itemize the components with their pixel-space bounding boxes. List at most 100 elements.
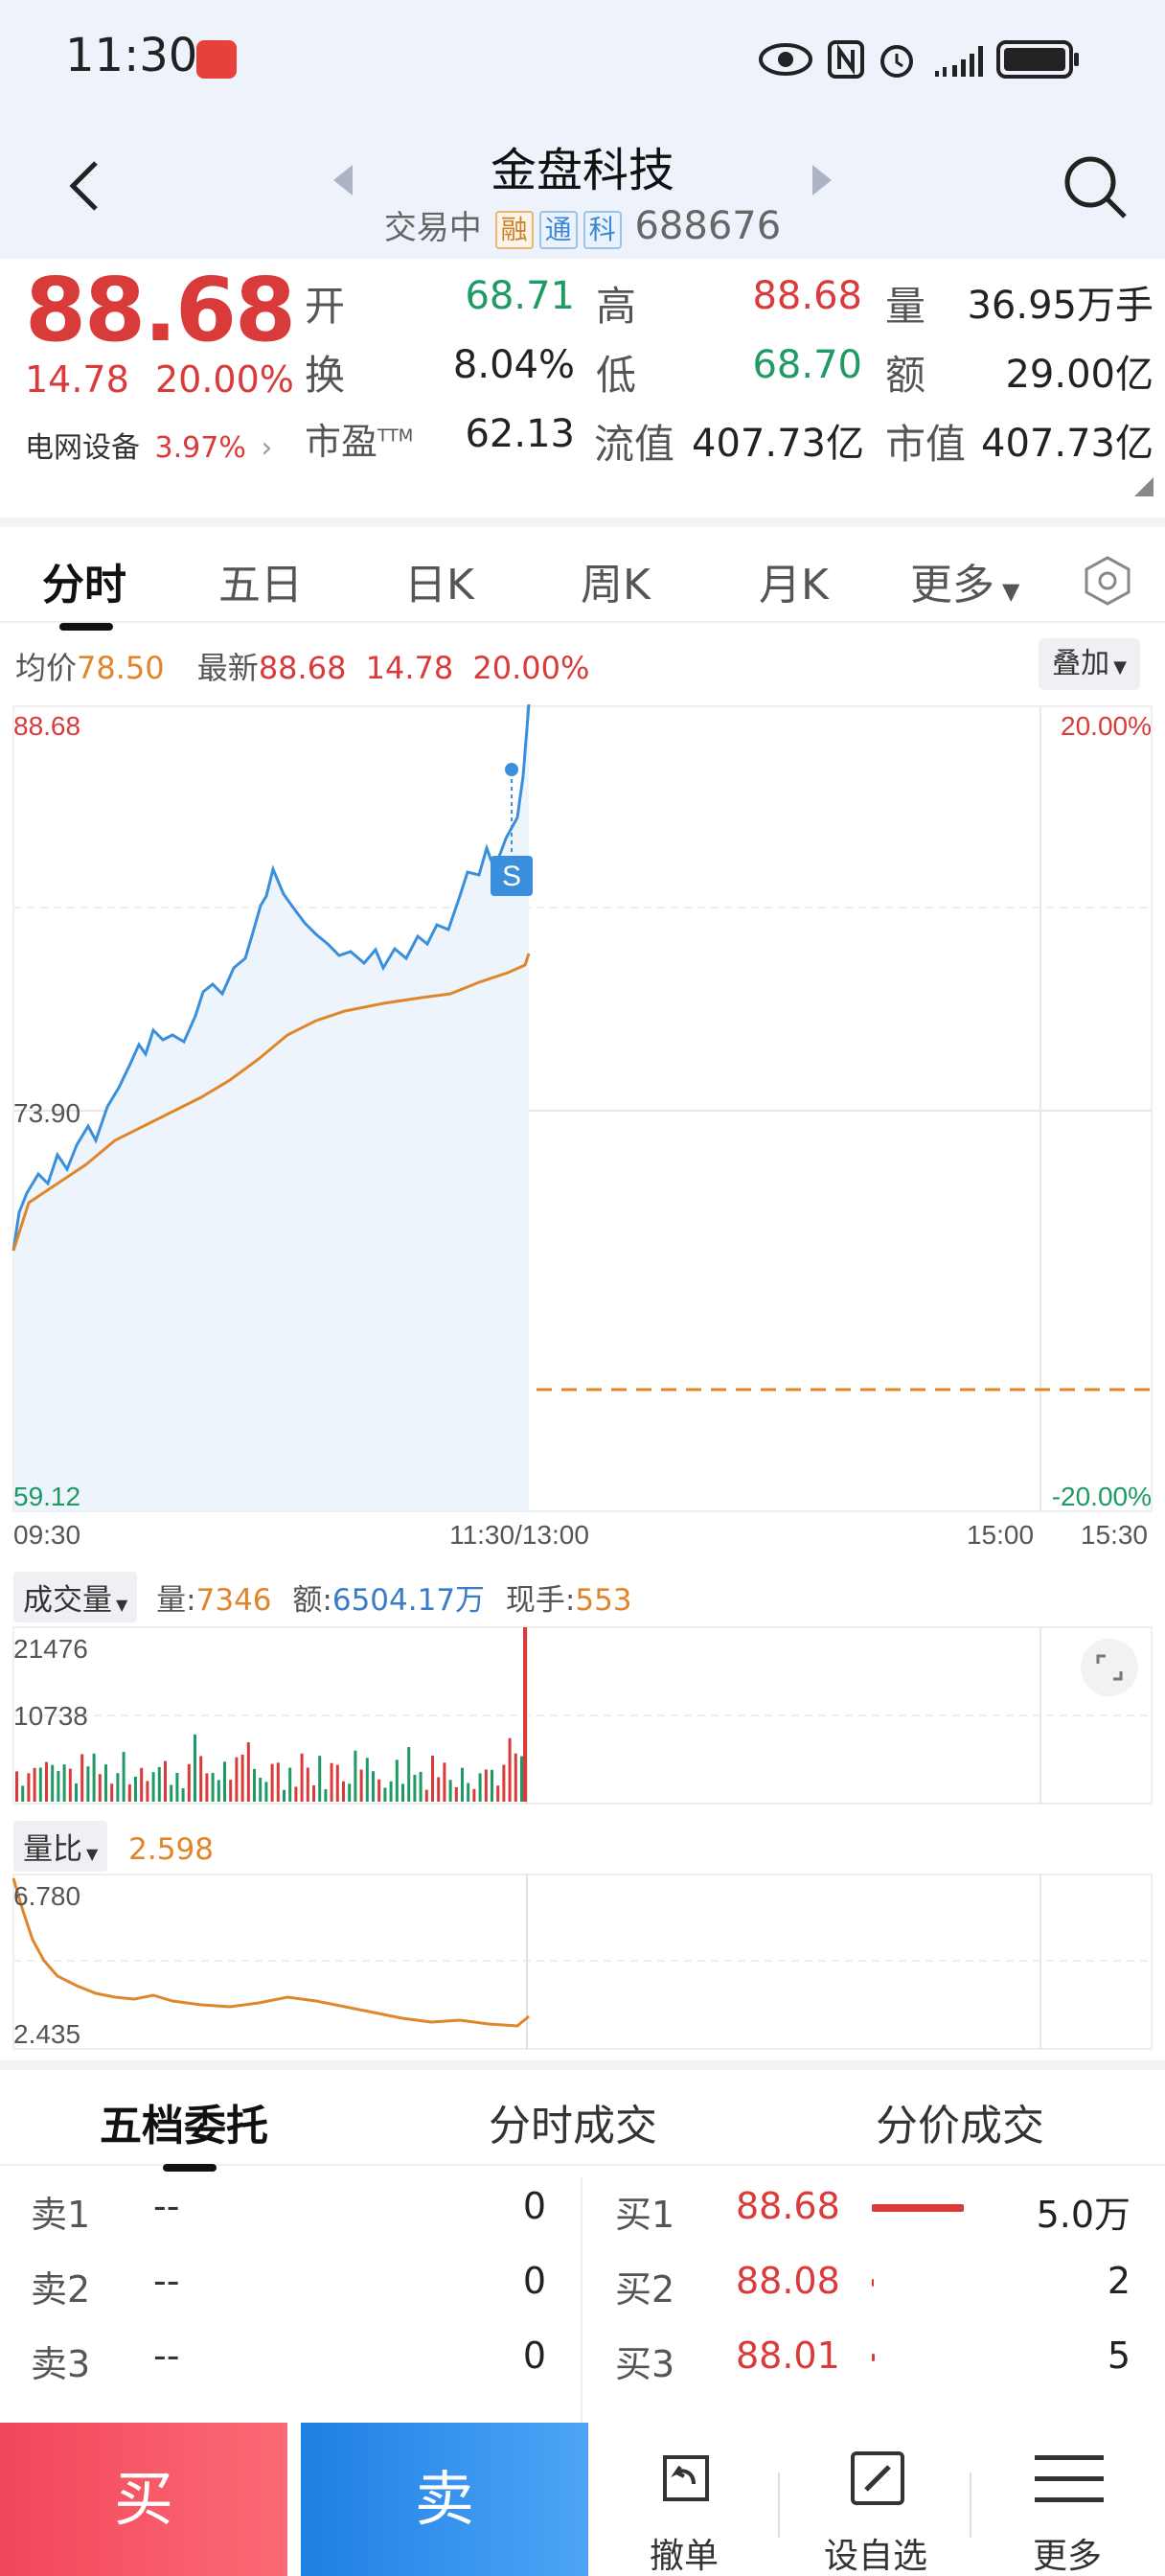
- volume-bar: [372, 1771, 375, 1802]
- volume-bar: [15, 1771, 18, 1802]
- pe-label: 市盈TTM: [305, 421, 414, 463]
- volume-bar: [294, 1786, 298, 1802]
- volume-bar: [157, 1766, 161, 1802]
- volume-bar: [443, 1762, 446, 1802]
- y-mid-label: 73.90: [13, 1098, 80, 1128]
- tab-tick-trades[interactable]: 分时成交: [489, 2102, 657, 2150]
- buy-1-qty: 5.0万: [1036, 2194, 1131, 2236]
- orderbook-divider: [581, 2177, 582, 2426]
- buy-button[interactable]: 买: [0, 2423, 287, 2576]
- buy-2-price: 88.08: [736, 2260, 840, 2302]
- tab-weekly-k[interactable]: 周K: [581, 561, 651, 610]
- volume-bar: [68, 1768, 72, 1802]
- price-area: [13, 704, 529, 1511]
- prev-stock-icon[interactable]: [331, 163, 354, 197]
- volume-bar: [330, 1762, 333, 1802]
- overlay-button[interactable]: 叠加 ▼: [1039, 638, 1140, 690]
- settings-hexagon-icon[interactable]: [1081, 554, 1134, 608]
- volume-chart[interactable]: 21476 10738: [0, 1625, 1165, 1807]
- volume-bar: [175, 1772, 179, 1802]
- volume-bar: [413, 1774, 417, 1802]
- turnover-label: 换: [305, 352, 346, 399]
- margin-tag: 融: [494, 211, 534, 249]
- sector-pct: 3.97%: [154, 431, 246, 465]
- ratio-y-top: 6.780: [13, 1881, 80, 1911]
- next-stock-icon[interactable]: [811, 163, 834, 197]
- status-time: 11:30: [65, 29, 198, 82]
- eye-icon: [759, 43, 812, 76]
- battery-icon: [996, 40, 1079, 79]
- back-arrow-icon[interactable]: [57, 157, 115, 215]
- connect-tag: 通: [538, 211, 578, 249]
- intraday-info: 均价78.50 最新88.68 14.78 20.00%: [15, 650, 590, 686]
- volume-bar: [324, 1789, 328, 1802]
- x-label-after-hours: 15:30: [1081, 1520, 1148, 1550]
- buy-2-qty: 2: [1107, 2260, 1131, 2302]
- bottom-separator: [778, 2472, 780, 2538]
- sector-link[interactable]: 电网设备 3.97% ›: [25, 424, 272, 466]
- tab-monthly-k[interactable]: 月K: [759, 561, 829, 610]
- volume-bar: [407, 1747, 411, 1802]
- volume-value: 36.95万手: [967, 284, 1154, 328]
- cancel-order-button[interactable]: 撤单: [588, 2423, 780, 2576]
- sell-button[interactable]: 卖: [301, 2423, 588, 2576]
- volume-y-top: 21476: [13, 1634, 88, 1664]
- volume-bar: [484, 1769, 488, 1802]
- volume-bar: [270, 1763, 274, 1802]
- x-label-close: 15:00: [967, 1520, 1034, 1550]
- last-price: 88.68: [25, 259, 296, 361]
- volume-bar: [80, 1754, 84, 1802]
- orderbook-tabs: 五档委托 分时成交 分价成交: [0, 2060, 1165, 2172]
- volume-bar: [86, 1766, 90, 1802]
- volume-bar: [461, 1767, 464, 1802]
- volume-bar: [122, 1752, 126, 1802]
- volume-selector[interactable]: 成交量 ▼: [13, 1572, 138, 1622]
- signal-icon: [935, 46, 983, 77]
- expand-corner-icon[interactable]: [1134, 477, 1154, 496]
- sell-2-qty: 0: [522, 2260, 546, 2302]
- tab-more[interactable]: 更多 ▼: [910, 561, 1020, 610]
- volume-ratio-chart[interactable]: 6.780 2.435: [0, 1873, 1165, 2051]
- ratio-selector[interactable]: 量比 ▼: [13, 1821, 108, 1872]
- volume-bar: [454, 1786, 458, 1802]
- tab-five-day[interactable]: 五日: [218, 561, 303, 610]
- low-label: 低: [596, 352, 637, 399]
- sell-3-qty: 0: [522, 2334, 546, 2377]
- buy-2-label: 买2: [615, 2268, 675, 2311]
- high-value: 88.68: [752, 274, 862, 318]
- volume-bar: [348, 1783, 352, 1802]
- volume-bar: [502, 1764, 506, 1802]
- add-watchlist-button[interactable]: 设自选: [780, 2423, 971, 2576]
- price-change: 14.78: [25, 358, 129, 401]
- volume-bar: [98, 1774, 102, 1802]
- open-label: 开: [305, 283, 346, 330]
- volume-bar: [520, 1756, 523, 1802]
- volume-bar: [240, 1754, 244, 1802]
- ratio-y-bottom: 2.435: [13, 2019, 80, 2049]
- market-cap-value: 407.73亿: [981, 422, 1154, 466]
- sell-3-price: --: [153, 2334, 180, 2377]
- volume-bar: [264, 1782, 268, 1802]
- intraday-chart[interactable]: S 88.68 73.90 59.12 20.00% -20.00% 09:30…: [0, 704, 1165, 1557]
- chart-period-tabs: 分时 五日 日K 周K 月K 更多 ▼: [0, 518, 1165, 631]
- search-icon[interactable]: [1062, 153, 1131, 222]
- more-label: 更多: [1032, 2537, 1102, 2576]
- price-line: [11, 704, 531, 1252]
- volume-bar: [335, 1764, 339, 1802]
- bottom-action-bar: 买 卖 撤单 设自选 更多: [0, 2423, 1165, 2576]
- price-change-pct: 20.00%: [155, 358, 294, 401]
- orderbook-tab-indicator: [163, 2164, 217, 2172]
- volume-bar: [27, 1773, 31, 1802]
- tab-intraday[interactable]: 分时: [42, 561, 126, 610]
- tab-daily-k[interactable]: 日K: [404, 561, 474, 610]
- tab-five-levels[interactable]: 五档委托: [100, 2102, 268, 2150]
- amount-value: 29.00亿: [1005, 353, 1154, 397]
- more-button[interactable]: 更多: [971, 2423, 1163, 2576]
- buy-3-qty: 5: [1107, 2334, 1131, 2377]
- low-value: 68.70: [752, 343, 862, 387]
- volume-bar: [164, 1760, 167, 1802]
- tab-price-trades[interactable]: 分价成交: [876, 2102, 1044, 2150]
- float-cap-label: 流值: [594, 421, 675, 468]
- volume-bar: [151, 1772, 155, 1802]
- pct-bottom-label: -20.00%: [1052, 1482, 1152, 1511]
